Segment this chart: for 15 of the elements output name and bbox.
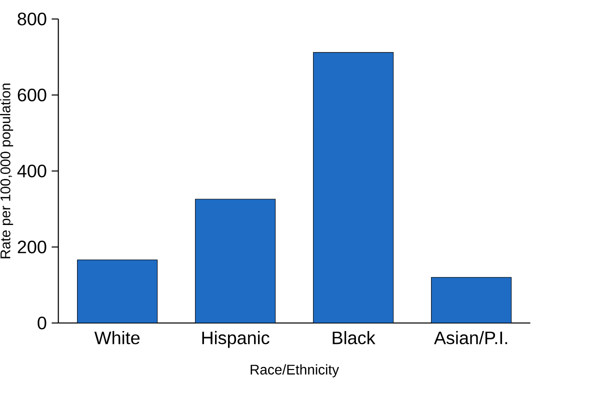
x-tick-label: White <box>94 331 140 344</box>
bar <box>77 260 158 323</box>
y-tick-label: 800 <box>18 12 46 26</box>
bar <box>431 277 512 323</box>
bar <box>313 52 394 323</box>
x-tick-label: Asian/P.I. <box>434 331 508 344</box>
x-tick-label: Hispanic <box>202 331 270 348</box>
y-tick-label: 400 <box>17 164 46 178</box>
y-tick-label: 0 <box>38 316 46 330</box>
y-axis-title: Rate per 100,000 population <box>0 84 14 258</box>
y-tick-label: 600 <box>18 88 46 102</box>
y-tick-label: 200 <box>18 240 46 254</box>
bar <box>195 198 276 323</box>
x-tick-label: Black <box>332 331 376 344</box>
x-axis-title: Race/Ethnicity <box>250 364 340 378</box>
